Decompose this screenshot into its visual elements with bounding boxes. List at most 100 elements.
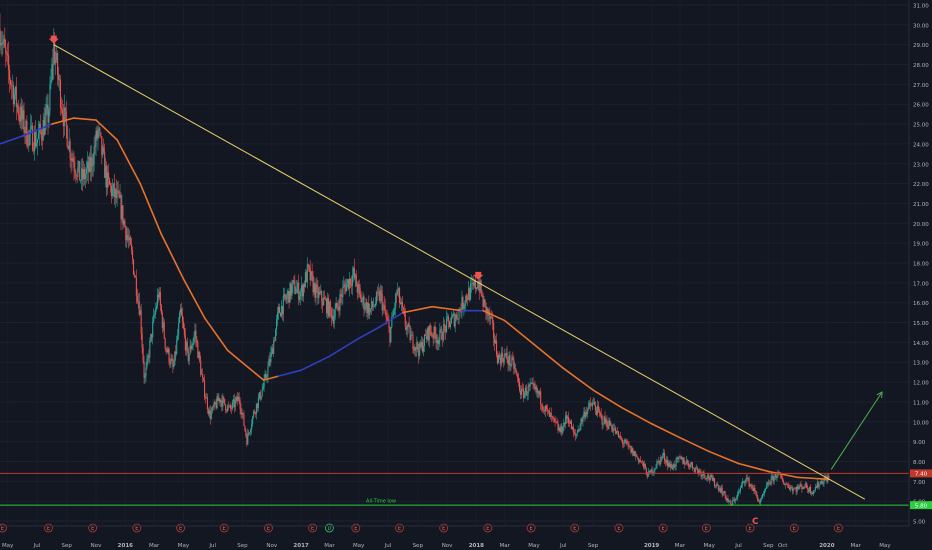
earnings-event-letter: E bbox=[442, 526, 445, 532]
candle-body bbox=[106, 165, 108, 188]
candle-body bbox=[130, 237, 132, 245]
candle-body bbox=[34, 132, 36, 152]
candle-body bbox=[351, 275, 354, 286]
ma-segment bbox=[277, 369, 302, 377]
candle-body bbox=[634, 451, 636, 457]
candle-body bbox=[8, 55, 10, 70]
candle-body bbox=[650, 469, 652, 473]
candle-body bbox=[340, 294, 342, 296]
candle-body bbox=[458, 309, 460, 320]
candle-body bbox=[94, 146, 96, 147]
candle-body bbox=[451, 315, 453, 318]
candle-body bbox=[292, 280, 294, 286]
candle-body bbox=[668, 462, 670, 468]
candle-body bbox=[247, 432, 249, 445]
candle-body bbox=[111, 188, 113, 196]
y-tick-label: 29.00 bbox=[913, 43, 929, 49]
candle-body bbox=[250, 429, 252, 433]
earnings-event-letter: E bbox=[530, 526, 533, 532]
candle-body bbox=[354, 274, 356, 278]
candle-body bbox=[349, 278, 352, 285]
candle-body bbox=[803, 487, 805, 488]
ma-segment bbox=[72, 117, 97, 121]
candle-body bbox=[598, 409, 600, 413]
candle-body bbox=[431, 335, 433, 336]
candle-body bbox=[287, 291, 289, 296]
candle-body bbox=[706, 478, 708, 480]
candle-body bbox=[174, 351, 176, 366]
candle-body bbox=[511, 357, 513, 365]
candle-body bbox=[218, 398, 220, 401]
candle-body bbox=[150, 333, 152, 341]
candle-body bbox=[478, 281, 480, 292]
candle-body bbox=[406, 326, 408, 330]
candle-body bbox=[763, 490, 766, 494]
candle-body bbox=[664, 460, 667, 463]
candle-body bbox=[615, 427, 617, 434]
ma-segment bbox=[767, 470, 799, 479]
candle-body bbox=[339, 294, 341, 311]
candle-body bbox=[480, 280, 482, 295]
candle-body bbox=[736, 498, 738, 499]
candle-body bbox=[113, 183, 115, 197]
candle-body bbox=[117, 190, 119, 192]
candle-body bbox=[616, 430, 619, 432]
candle-body bbox=[301, 285, 304, 297]
candle-body bbox=[49, 84, 51, 111]
candle-body bbox=[103, 147, 105, 152]
candle-body bbox=[422, 341, 424, 352]
candle-body bbox=[495, 340, 497, 344]
candle-body bbox=[660, 457, 662, 464]
candle-body bbox=[216, 396, 218, 409]
candle-body bbox=[210, 411, 212, 419]
candle-body bbox=[567, 417, 570, 424]
candle-body bbox=[793, 488, 795, 490]
candle-body bbox=[450, 317, 452, 324]
candle-body bbox=[805, 482, 807, 488]
candle-body bbox=[613, 428, 615, 432]
candle-body bbox=[220, 400, 222, 403]
candle-body bbox=[24, 132, 26, 133]
candle-body bbox=[299, 296, 301, 300]
trendline[interactable] bbox=[53, 44, 866, 500]
candle-body bbox=[468, 288, 470, 300]
candle-body bbox=[234, 400, 236, 408]
y-tick-label: 27.00 bbox=[913, 83, 929, 89]
candle-body bbox=[434, 326, 436, 335]
candle-body bbox=[591, 405, 593, 407]
candle-body bbox=[457, 318, 459, 320]
candle-body bbox=[184, 334, 186, 351]
candle-body bbox=[477, 281, 479, 289]
candle-body bbox=[600, 413, 602, 416]
candle-body bbox=[430, 331, 432, 336]
candle-body bbox=[205, 397, 208, 399]
candle-body bbox=[21, 106, 23, 120]
candle-body bbox=[700, 471, 702, 477]
candle-body bbox=[659, 460, 661, 464]
ma-segment bbox=[737, 462, 770, 473]
candle-body bbox=[640, 461, 643, 462]
candle-body bbox=[505, 352, 507, 356]
candle-body bbox=[104, 151, 106, 178]
price-scale-background[interactable] bbox=[909, 0, 932, 550]
candle-body bbox=[97, 129, 99, 139]
down-arrow-icon bbox=[473, 271, 484, 280]
candle-body bbox=[462, 297, 464, 309]
candle-body bbox=[730, 500, 732, 505]
candle-body bbox=[53, 42, 55, 65]
candle-body bbox=[816, 482, 818, 489]
projection-arrow[interactable] bbox=[830, 391, 883, 470]
candle-body bbox=[470, 283, 473, 285]
candle-body bbox=[122, 205, 124, 225]
price-labels: 7.40 5.80 bbox=[910, 469, 932, 509]
candle-body bbox=[400, 301, 402, 305]
candle-body bbox=[66, 126, 68, 147]
candle-body bbox=[651, 469, 653, 474]
x-tick-label: May bbox=[178, 543, 190, 549]
candle-body bbox=[320, 291, 322, 294]
candle-body bbox=[157, 294, 160, 298]
y-tick-label: 9.00 bbox=[913, 440, 926, 446]
time-scale[interactable]: May Jul Sep Nov 2016 Mar May Jul Sep Nov 2017 Mar Ma… bbox=[2, 543, 891, 549]
candle-body bbox=[737, 493, 739, 499]
